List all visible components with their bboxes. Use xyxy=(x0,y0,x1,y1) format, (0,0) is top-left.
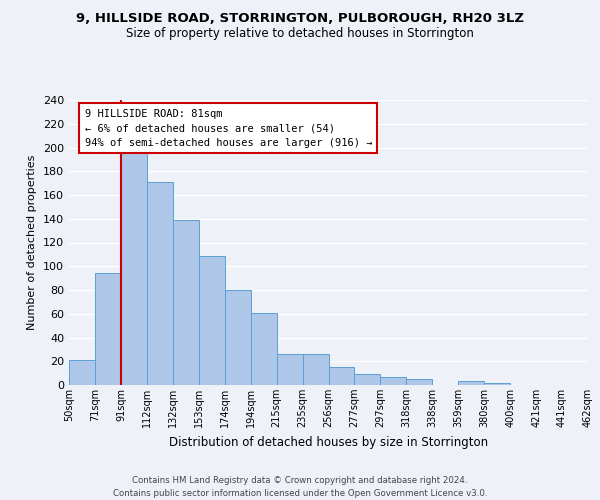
Text: 9, HILLSIDE ROAD, STORRINGTON, PULBOROUGH, RH20 3LZ: 9, HILLSIDE ROAD, STORRINGTON, PULBOROUG… xyxy=(76,12,524,26)
Y-axis label: Number of detached properties: Number of detached properties xyxy=(28,155,37,330)
Bar xyxy=(380,376,406,385)
Bar xyxy=(302,354,329,385)
Bar xyxy=(147,182,173,385)
Bar xyxy=(121,146,147,385)
Bar xyxy=(406,379,432,385)
X-axis label: Distribution of detached houses by size in Storrington: Distribution of detached houses by size … xyxy=(169,436,488,448)
Bar xyxy=(484,382,510,385)
Bar xyxy=(329,367,355,385)
Bar xyxy=(251,312,277,385)
Bar xyxy=(225,290,251,385)
Bar xyxy=(458,382,484,385)
Text: Contains HM Land Registry data © Crown copyright and database right 2024.
Contai: Contains HM Land Registry data © Crown c… xyxy=(113,476,487,498)
Bar xyxy=(199,256,224,385)
Bar xyxy=(69,360,95,385)
Text: Size of property relative to detached houses in Storrington: Size of property relative to detached ho… xyxy=(126,28,474,40)
Bar xyxy=(173,220,199,385)
Bar xyxy=(355,374,380,385)
Text: 9 HILLSIDE ROAD: 81sqm
← 6% of detached houses are smaller (54)
94% of semi-deta: 9 HILLSIDE ROAD: 81sqm ← 6% of detached … xyxy=(85,108,372,148)
Bar xyxy=(95,274,121,385)
Bar xyxy=(277,354,302,385)
